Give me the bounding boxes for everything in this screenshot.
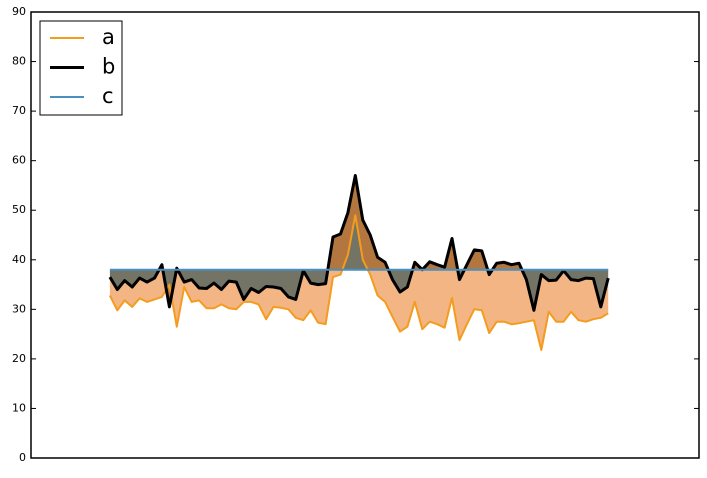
y-tick-label: 50 — [12, 203, 26, 216]
series-line — [108, 174, 610, 312]
legend-label: c — [102, 84, 114, 108]
series-line — [109, 214, 609, 351]
fill-a-b — [109, 175, 609, 350]
y-tick-label: 90 — [12, 5, 26, 18]
axes-frame — [30, 11, 700, 459]
legend-label: a — [102, 25, 115, 49]
y-tick-label: 20 — [12, 352, 26, 365]
y-tick-label: 40 — [12, 253, 26, 266]
y-tick-label: 70 — [12, 104, 26, 117]
y-tick-label: 30 — [12, 302, 26, 315]
y-tick-label: 60 — [12, 154, 26, 167]
legend-label: b — [102, 55, 115, 79]
y-tick-label: 80 — [12, 55, 26, 68]
y-tick-label: 10 — [12, 401, 26, 414]
legend: abc — [39, 20, 123, 116]
y-tick-label: 0 — [19, 451, 26, 464]
plot-area — [108, 174, 610, 351]
